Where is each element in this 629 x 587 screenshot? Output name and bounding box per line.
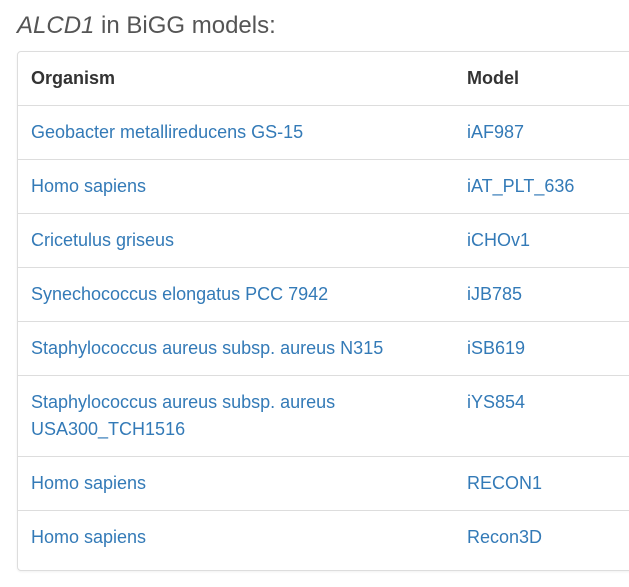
table-row: Synechococcus elongatus PCC 7942 iJB785 [18, 267, 629, 322]
organism-link[interactable]: Staphylococcus aureus subsp. aureus N315 [31, 338, 384, 358]
models-table-panel: Organism Model Geobacter metallireducens… [17, 51, 629, 571]
heading-suffix: in BiGG models: [94, 12, 276, 39]
organism-link[interactable]: Geobacter metallireducens GS-15 [31, 122, 304, 142]
table-row: Homo sapiens iAT_PLT_636 [18, 159, 629, 214]
organism-link[interactable]: Synechococcus elongatus PCC 7942 [31, 284, 329, 304]
organism-link[interactable]: Homo sapiens [31, 527, 147, 547]
models-table: Organism Model Geobacter metallireducens… [18, 52, 629, 564]
organism-link[interactable]: Homo sapiens [31, 176, 147, 196]
model-link[interactable]: iYS854 [467, 392, 526, 412]
table-row: Homo sapiens Recon3D [18, 511, 629, 565]
model-link[interactable]: iCHOv1 [467, 230, 531, 250]
table-row: Staphylococcus aureus subsp. aureus USA3… [18, 375, 629, 457]
table-header-row: Organism Model [18, 52, 629, 106]
model-link[interactable]: RECON1 [467, 473, 543, 493]
table-row: Cricetulus griseus iCHOv1 [18, 213, 629, 268]
model-link[interactable]: iJB785 [467, 284, 523, 304]
table-row: Geobacter metallireducens GS-15 iAF987 [18, 105, 629, 160]
organism-link[interactable]: Cricetulus griseus [31, 230, 175, 250]
table-row: Homo sapiens RECON1 [18, 456, 629, 511]
organism-column-header: Organism [18, 52, 467, 106]
model-column-header: Model [467, 52, 629, 106]
model-link[interactable]: Recon3D [467, 527, 543, 547]
model-link[interactable]: iAF987 [467, 122, 525, 142]
organism-link[interactable]: Homo sapiens [31, 473, 147, 493]
model-link[interactable]: iAT_PLT_636 [467, 176, 575, 196]
page-heading: ALCD1 in BiGG models: [17, 10, 276, 42]
table-row: Staphylococcus aureus subsp. aureus N315… [18, 321, 629, 376]
gene-name: ALCD1 [17, 12, 95, 39]
model-link[interactable]: iSB619 [467, 338, 526, 358]
organism-link[interactable]: Staphylococcus aureus subsp. aureus USA3… [31, 392, 336, 439]
